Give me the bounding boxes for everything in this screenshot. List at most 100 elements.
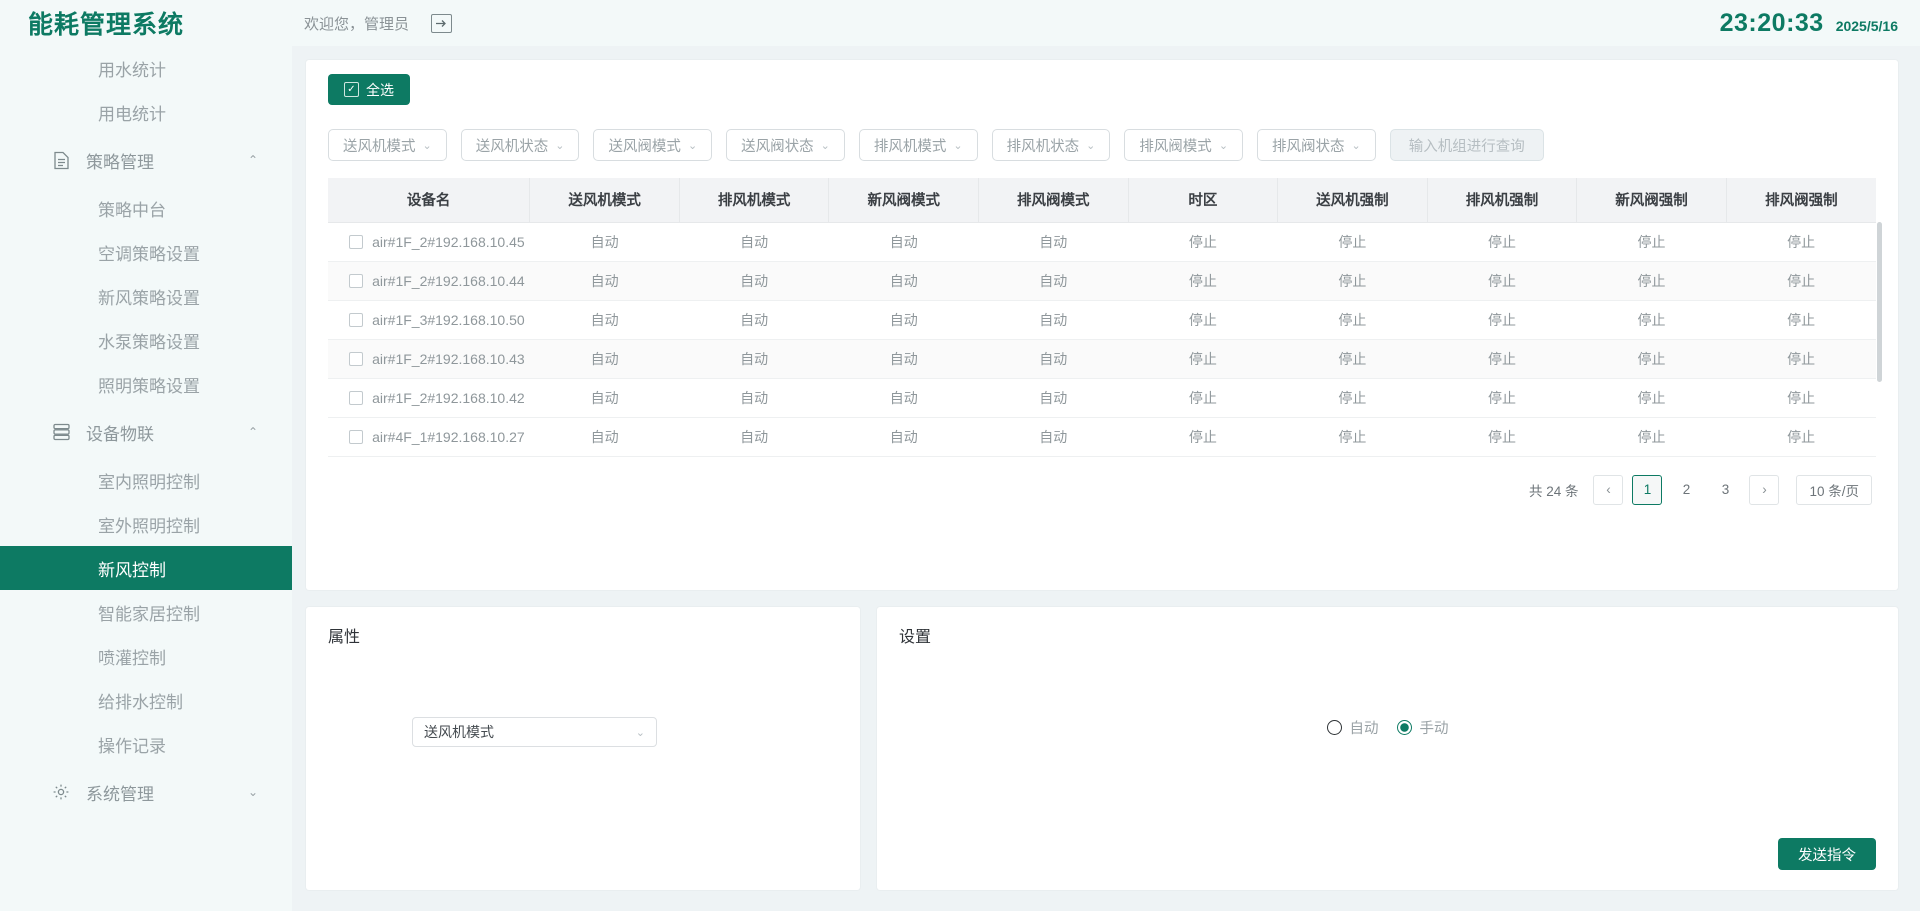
device-list-panel: ✓ 全选 送风机模式 ⌄ 送风机状态 ⌄ 送风阀模式 ⌄ 送风阀状态 [306, 60, 1898, 590]
filter-supply-fan-mode[interactable]: 送风机模式 ⌄ [328, 129, 447, 161]
sidebar-item-indoor-lighting[interactable]: 室内照明控制 [0, 458, 292, 502]
app-header: 能耗管理系统 欢迎您，管理员 23:20:33 2025/5/16 [0, 0, 1920, 46]
table-row[interactable]: air#4F_1#192.168.10.27 自动 自动 自动 自动 停止 停止… [328, 417, 1876, 457]
pagination: 共 24 条 ‹ 1 2 3 › 10 条/页 [328, 474, 1876, 505]
cell-value: 停止 [1576, 300, 1727, 340]
filter-label: 排风机状态 [1006, 138, 1080, 155]
filter-supply-valve-status[interactable]: 送风阀状态 ⌄ [726, 129, 845, 161]
pagination-page-3[interactable]: 3 [1710, 475, 1740, 505]
app-title: 能耗管理系统 [28, 11, 185, 39]
table-row[interactable]: air#1F_2#192.168.10.44 自动 自动 自动 自动 停止 停止… [328, 261, 1876, 301]
sidebar-item-hvac-policy[interactable]: 空调策略设置 [0, 230, 292, 274]
filter-supply-valve-mode[interactable]: 送风阀模式 ⌄ [593, 129, 713, 161]
select-all-button[interactable]: ✓ 全选 [328, 74, 410, 105]
pagination-total: 共 24 条 [1528, 483, 1579, 499]
cell-value: 停止 [1277, 300, 1428, 340]
cell-value: 停止 [1427, 378, 1577, 418]
row-checkbox[interactable] [349, 429, 364, 444]
row-checkbox[interactable] [349, 312, 364, 327]
filter-exhaust-fan-status[interactable]: 排风机状态 ⌄ [991, 129, 1111, 161]
sidebar-item-irrigation-control[interactable]: 喷灌控制 [0, 634, 292, 678]
cell-value: 自动 [679, 417, 829, 457]
chevron-down-icon: ⌄ [1351, 139, 1361, 152]
sidebar-item-label: 室外照明控制 [98, 516, 200, 536]
cell-value: 自动 [529, 417, 680, 457]
cell-value: 自动 [978, 261, 1129, 301]
cell-value: 停止 [1427, 261, 1577, 301]
sidebar-group-system-management[interactable]: 系统管理 ⌄ [0, 766, 292, 818]
row-checkbox[interactable] [349, 390, 364, 405]
cell-value: 停止 [1277, 222, 1428, 262]
radio-auto[interactable]: 自动 [1326, 717, 1379, 738]
cell-value: 停止 [1128, 300, 1278, 340]
sidebar-group-label: 策略管理 [86, 152, 154, 172]
table-row[interactable]: air#1F_2#192.168.10.45 自动 自动 自动 自动 停止 停止… [328, 222, 1876, 262]
table-row[interactable]: air#1F_2#192.168.10.43 自动 自动 自动 自动 停止 停止… [328, 339, 1876, 379]
radio-auto-label: 自动 [1349, 721, 1379, 737]
setting-panel-title: 设置 [899, 629, 932, 646]
filter-label: 排风机模式 [873, 138, 947, 155]
cell-value: 停止 [1427, 222, 1577, 262]
sidebar-item-water-stats[interactable]: 用水统计 [0, 46, 292, 90]
property-panel-title: 属性 [328, 629, 361, 646]
filter-supply-fan-status[interactable]: 送风机状态 ⌄ [460, 129, 580, 161]
sidebar-item-water-supply-control[interactable]: 给排水控制 [0, 678, 292, 722]
sidebar-item-fresh-air-control[interactable]: 新风控制 [0, 546, 292, 590]
cell-value: 停止 [1427, 339, 1577, 379]
radio-manual[interactable]: 手动 [1396, 717, 1449, 738]
pagination-page-1[interactable]: 1 [1632, 474, 1663, 505]
sidebar-item-lighting-policy[interactable]: 照明策略设置 [0, 362, 292, 406]
header-clock-area: 23:20:33 2025/5/16 [1720, 9, 1898, 38]
pagination-prev-button[interactable]: ‹ [1593, 474, 1624, 505]
sidebar-item-label: 照明策略设置 [98, 376, 200, 396]
table-row[interactable]: air#1F_2#192.168.10.42 自动 自动 自动 自动 停止 停止… [328, 378, 1876, 418]
row-checkbox[interactable] [349, 234, 364, 249]
sidebar-item-outdoor-lighting[interactable]: 室外照明控制 [0, 502, 292, 546]
chevron-down-icon: ⌄ [635, 726, 645, 739]
cell-value: 自动 [679, 339, 829, 379]
cell-value: 停止 [1128, 378, 1278, 418]
sidebar-item-power-stats[interactable]: 用电统计 [0, 90, 292, 134]
sidebar-group-device-iot[interactable]: 设备物联 ⌃ [0, 406, 292, 458]
cell-value: 停止 [1427, 300, 1577, 340]
cell-value: 自动 [679, 261, 829, 301]
filter-exhaust-fan-mode[interactable]: 排风机模式 ⌄ [858, 129, 978, 161]
pagination-next-button[interactable]: › [1749, 474, 1780, 505]
checkbox-icon: ✓ [344, 82, 359, 97]
row-checkbox[interactable] [349, 351, 364, 366]
sidebar-item-smart-home-control[interactable]: 智能家居控制 [0, 590, 292, 634]
cell-value: 停止 [1726, 261, 1876, 301]
sidebar-item-fresh-air-policy[interactable]: 新风策略设置 [0, 274, 292, 318]
filter-exhaust-valve-mode[interactable]: 排风阀模式 ⌄ [1124, 129, 1244, 161]
sidebar-group-label: 系统管理 [86, 784, 154, 804]
send-command-button[interactable]: 发送指令 [1778, 838, 1876, 870]
table-body: air#1F_2#192.168.10.45 自动 自动 自动 自动 停止 停止… [328, 222, 1876, 457]
pagination-page-2[interactable]: 2 [1671, 475, 1701, 505]
chevron-down-icon: ⌄ [555, 139, 565, 152]
sidebar-group-policy-management[interactable]: 策略管理 ⌃ [0, 134, 292, 186]
cell-value: 自动 [529, 261, 680, 301]
cell-value: 停止 [1427, 417, 1577, 457]
cell-value: 自动 [529, 222, 680, 262]
row-checkbox[interactable] [349, 273, 364, 288]
sidebar-item-operation-log[interactable]: 操作记录 [0, 722, 292, 766]
logout-icon[interactable] [431, 13, 453, 33]
sidebar-item-pump-policy[interactable]: 水泵策略设置 [0, 318, 292, 362]
cell-value: 自动 [679, 378, 829, 418]
property-select[interactable]: 送风机模式 ⌄ [412, 717, 657, 747]
sidebar-item-label: 智能家居控制 [98, 604, 200, 624]
cell-value: 自动 [978, 378, 1129, 418]
chevron-down-icon: ⌄ [422, 139, 432, 152]
cell-value: 自动 [679, 300, 829, 340]
bottom-panels: 属性 送风机模式 ⌄ 设置 自动 手动 [306, 607, 1898, 890]
device-table-wrapper: 设备名 送风机模式 排风机模式 新风阀模式 排风阀模式 时区 送风机强制 排风机… [328, 178, 1882, 457]
table-row[interactable]: air#1F_3#192.168.10.50 自动 自动 自动 自动 停止 停止… [328, 300, 1876, 340]
device-query-button[interactable]: 输入机组进行查询 [1389, 129, 1544, 161]
cell-value: 自动 [828, 261, 979, 301]
col-supply-fan-mode: 送风机模式 [529, 178, 680, 223]
sidebar-item-policy-center[interactable]: 策略中台 [0, 186, 292, 230]
pagination-page-size-select[interactable]: 10 条/页 [1796, 474, 1872, 505]
cell-value: 停止 [1128, 222, 1278, 262]
table-scrollbar-thumb[interactable] [1877, 222, 1882, 382]
filter-exhaust-valve-status[interactable]: 排风阀状态 ⌄ [1257, 129, 1376, 161]
